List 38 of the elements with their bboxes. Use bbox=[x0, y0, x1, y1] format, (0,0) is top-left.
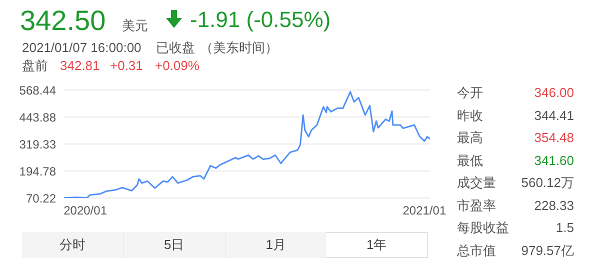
text: 最低 bbox=[457, 153, 483, 168]
text: 2021/01/07 16:00:00 bbox=[22, 40, 142, 55]
text: 成交量 bbox=[457, 175, 496, 190]
text: 市盈率 bbox=[457, 198, 496, 213]
text: 今开 bbox=[457, 85, 483, 100]
text: 342.50 bbox=[20, 5, 106, 36]
text: 228.33 bbox=[534, 198, 574, 213]
y-tick-label: 568.44 bbox=[19, 83, 56, 98]
text: 1月 bbox=[266, 236, 286, 254]
text: 5日 bbox=[164, 236, 184, 254]
y-tick-label: 319.33 bbox=[19, 137, 56, 152]
text: 346.00 bbox=[534, 85, 574, 100]
x-tick-label: 2021/01 bbox=[402, 204, 446, 218]
y-tick-label: 194.78 bbox=[19, 164, 56, 178]
text: 最高 bbox=[457, 130, 483, 145]
text: 560.12万 bbox=[521, 175, 574, 190]
text: 341.60 bbox=[534, 153, 574, 168]
text: 总市值 bbox=[457, 243, 496, 258]
text: 盘前 bbox=[22, 58, 48, 73]
text: +0.09% bbox=[155, 58, 200, 73]
text: 344.41 bbox=[534, 108, 574, 123]
text: 昨收 bbox=[457, 108, 483, 123]
text: （美东时间） bbox=[200, 40, 278, 55]
text: 979.57亿 bbox=[521, 243, 574, 258]
y-tick-label: 70.22 bbox=[26, 191, 56, 206]
text: 已收盘 bbox=[156, 40, 195, 55]
text: -1.91 (-0.55%) bbox=[190, 7, 331, 32]
text: 342.81 bbox=[60, 58, 100, 73]
text: 每股收益 bbox=[457, 220, 509, 235]
y-tick-label: 443.88 bbox=[19, 110, 56, 124]
text: 1年 bbox=[366, 236, 387, 254]
text: 1.5 bbox=[556, 220, 574, 235]
text: +0.31 bbox=[110, 58, 143, 73]
text: 美元 bbox=[122, 18, 148, 33]
x-tick-label: 2020/01 bbox=[64, 204, 108, 218]
line-series bbox=[64, 91, 430, 198]
text: 分时 bbox=[59, 236, 86, 254]
text: 354.48 bbox=[534, 130, 574, 145]
